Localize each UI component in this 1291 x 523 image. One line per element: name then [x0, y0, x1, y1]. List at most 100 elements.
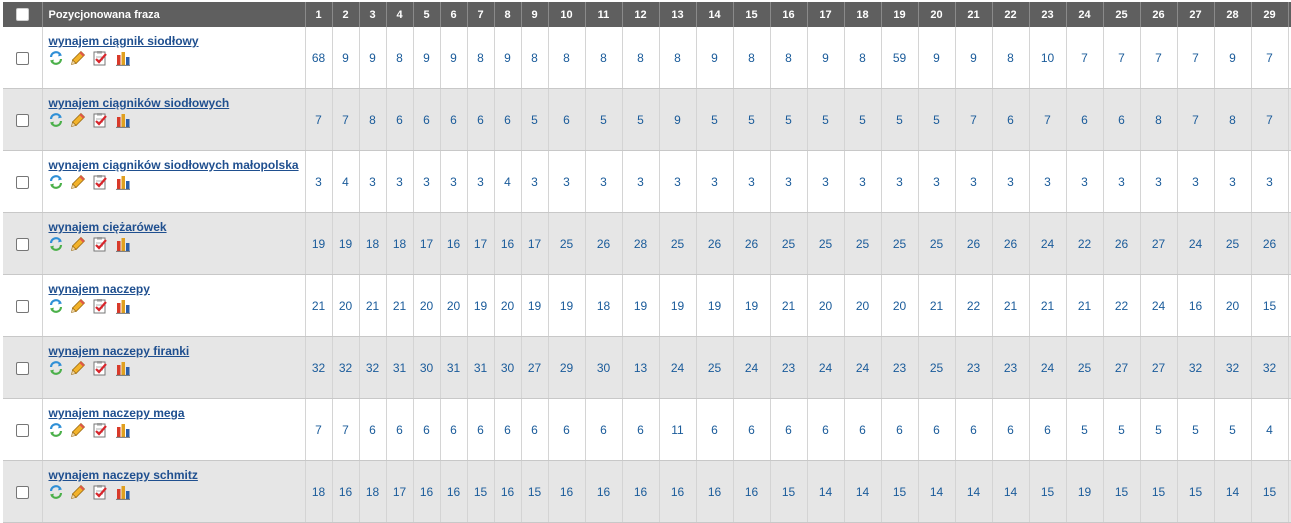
position-cell: 25 [770, 212, 808, 275]
pencil-edit-icon[interactable] [70, 112, 86, 128]
bar-chart-icon[interactable] [115, 422, 131, 438]
pencil-edit-icon[interactable] [70, 298, 86, 314]
table-row: wynajem ciągników siodłowych małopolska [3, 150, 1291, 213]
row-actions [48, 360, 305, 376]
checklist-icon[interactable] [92, 484, 108, 500]
position-cell: 19 [696, 274, 734, 337]
position-cell: 27 [1140, 336, 1178, 399]
refresh-icon[interactable] [48, 360, 64, 376]
refresh-icon[interactable] [48, 484, 64, 500]
phrase-link[interactable]: wynajem naczepy schmitz [48, 468, 198, 482]
bar-chart-icon[interactable] [115, 484, 131, 500]
day-header: 28 [1214, 2, 1252, 27]
position-cell: 26 [733, 212, 771, 275]
position-cell: 32 [1177, 336, 1215, 399]
position-cell: 5 [696, 88, 734, 151]
position-cell: 21 [770, 274, 808, 337]
bar-chart-icon[interactable] [115, 174, 131, 190]
refresh-icon[interactable] [48, 50, 64, 66]
checklist-icon[interactable] [92, 360, 108, 376]
position-cell: 3 [733, 150, 771, 213]
position-cell: 16 [494, 460, 522, 523]
checklist-icon[interactable] [92, 174, 108, 190]
position-cell: 22 [955, 274, 993, 337]
row-checkbox[interactable] [15, 361, 29, 375]
position-cell: 3 [386, 150, 414, 213]
pencil-edit-icon[interactable] [70, 174, 86, 190]
pencil-edit-icon[interactable] [70, 50, 86, 66]
phrase-link[interactable]: wynajem naczepy [48, 282, 150, 296]
checklist-icon[interactable] [92, 112, 108, 128]
row-checkbox[interactable] [15, 113, 29, 127]
bar-chart-icon[interactable] [115, 360, 131, 376]
position-cell: 3 [881, 150, 919, 213]
row-checkbox[interactable] [15, 51, 29, 65]
row-select-cell [3, 27, 43, 89]
position-cell: 27 [1140, 212, 1178, 275]
select-all-cell [3, 2, 43, 27]
row-select-cell [3, 274, 43, 337]
phrase-cell: wynajem naczepy [42, 274, 306, 337]
day-header: 18 [844, 2, 882, 27]
position-cell: 9 [1214, 27, 1252, 89]
row-actions [48, 50, 305, 66]
position-cell: 15 [881, 460, 919, 523]
pencil-edit-icon[interactable] [70, 422, 86, 438]
pencil-edit-icon[interactable] [70, 360, 86, 376]
position-cell: 8 [1140, 88, 1178, 151]
position-cell: 19 [733, 274, 771, 337]
day-header: 2 [332, 2, 360, 27]
bar-chart-icon[interactable] [115, 112, 131, 128]
row-checkbox[interactable] [15, 485, 29, 499]
refresh-icon[interactable] [48, 112, 64, 128]
refresh-icon[interactable] [48, 174, 64, 190]
position-cell: 68 [305, 27, 333, 89]
row-checkbox[interactable] [15, 423, 29, 437]
checklist-icon[interactable] [92, 50, 108, 66]
position-cell: 3 [305, 150, 333, 213]
position-cell: 3 [585, 150, 623, 213]
refresh-icon[interactable] [48, 236, 64, 252]
checklist-icon[interactable] [92, 236, 108, 252]
position-cell: 31 [1288, 336, 1291, 399]
checklist-icon[interactable] [92, 298, 108, 314]
position-cell: 16 [659, 460, 697, 523]
checklist-icon[interactable] [92, 422, 108, 438]
bar-chart-icon[interactable] [115, 236, 131, 252]
position-cell: 6 [1029, 398, 1067, 461]
position-cell: 9 [696, 27, 734, 89]
position-cell: 4 [494, 150, 522, 213]
position-cell: 23 [955, 336, 993, 399]
phrase-link[interactable]: wynajem ciągnik siodłowy [48, 34, 199, 48]
phrase-link[interactable]: wynajem ciągników siodłowych [48, 96, 230, 110]
position-cell: 9 [1288, 88, 1291, 151]
pencil-edit-icon[interactable] [70, 236, 86, 252]
position-cell: 6 [992, 88, 1030, 151]
position-cell: 8 [770, 27, 808, 89]
position-cell: 3 [548, 150, 586, 213]
phrase-link[interactable]: wynajem ciężarówek [48, 220, 167, 234]
select-all-checkbox[interactable] [15, 8, 29, 21]
position-cell: 20 [332, 274, 360, 337]
position-cell: 5 [733, 88, 771, 151]
row-checkbox[interactable] [15, 237, 29, 251]
row-checkbox[interactable] [15, 175, 29, 189]
position-cell: 13 [622, 336, 660, 399]
phrase-link[interactable]: wynajem naczepy firanki [48, 344, 190, 358]
bar-chart-icon[interactable] [115, 50, 131, 66]
position-cell: 15 [770, 460, 808, 523]
position-cell: 6 [494, 398, 522, 461]
bar-chart-icon[interactable] [115, 298, 131, 314]
phrase-link[interactable]: wynajem ciągników siodłowych małopolska [48, 158, 299, 172]
position-cell: 3 [918, 150, 956, 213]
position-cell: 16 [622, 460, 660, 523]
position-cell: 6 [359, 398, 387, 461]
row-checkbox[interactable] [15, 299, 29, 313]
refresh-icon[interactable] [48, 298, 64, 314]
position-cell: 31 [440, 336, 468, 399]
position-cell: 7 [1029, 88, 1067, 151]
refresh-icon[interactable] [48, 422, 64, 438]
phrase-link[interactable]: wynajem naczepy mega [48, 406, 185, 420]
position-cell: 19 [548, 274, 586, 337]
pencil-edit-icon[interactable] [70, 484, 86, 500]
